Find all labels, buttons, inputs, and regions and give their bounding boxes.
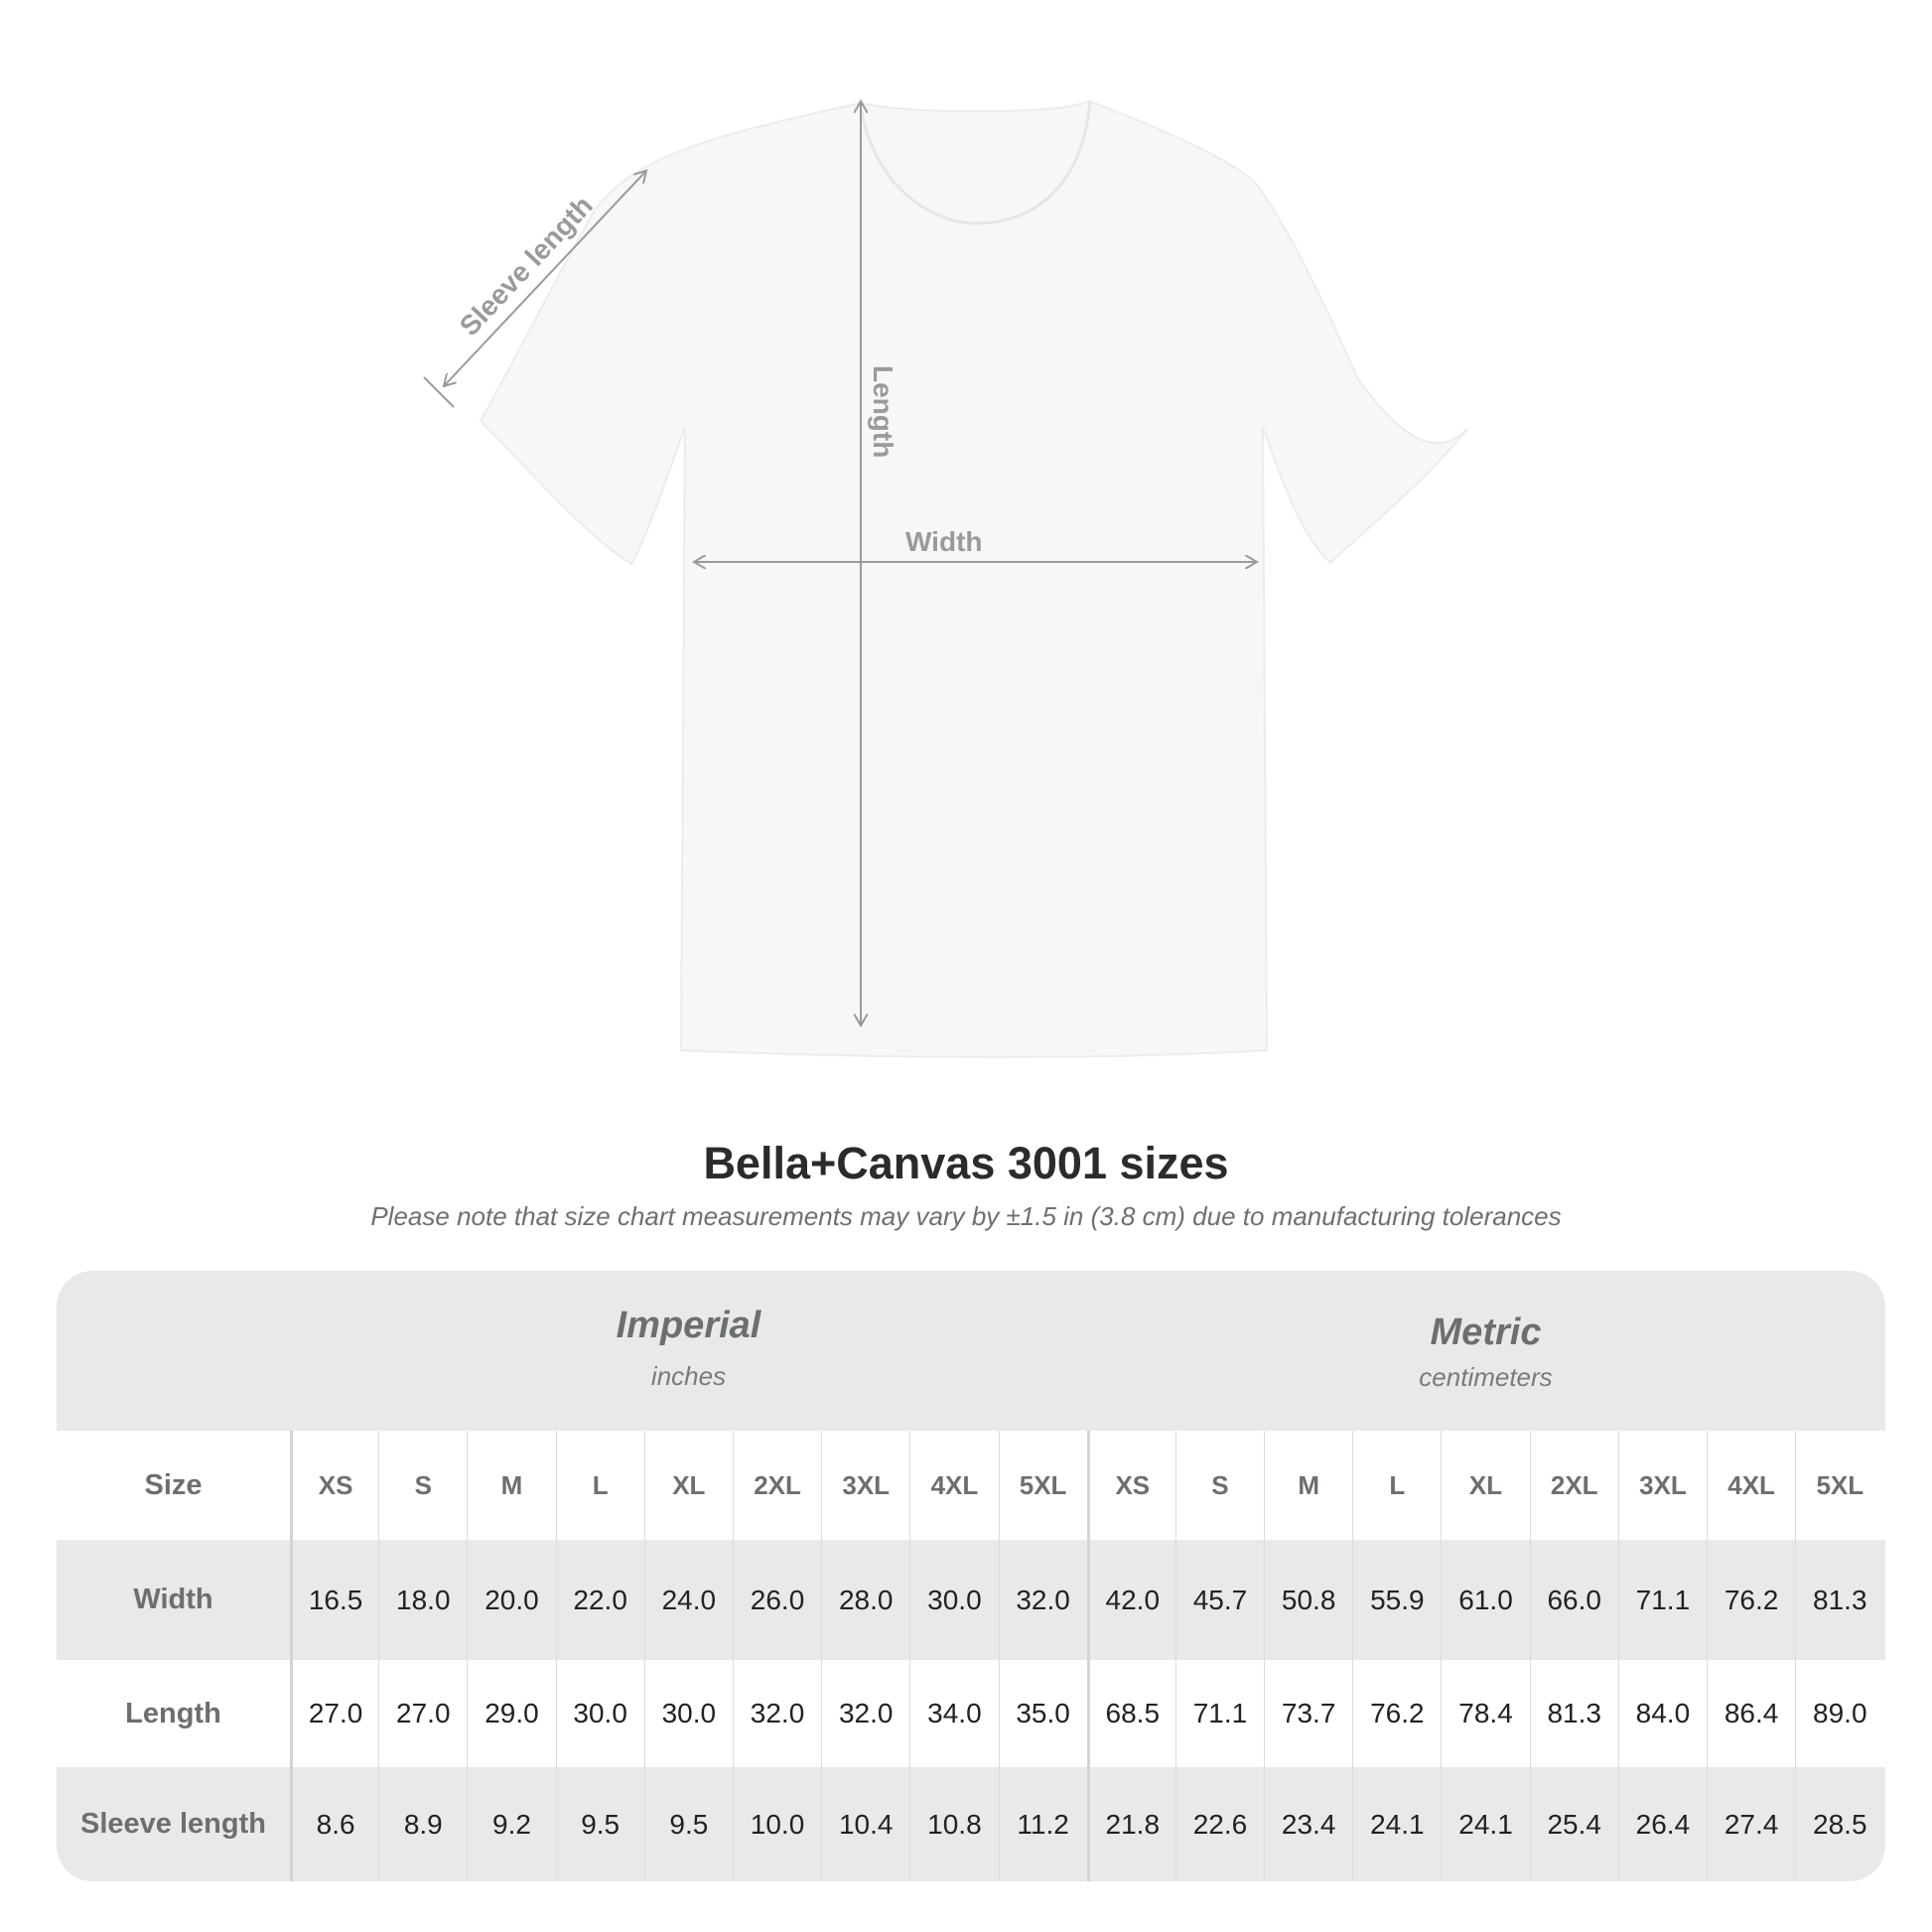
imperial-size-s: S <box>378 1431 467 1540</box>
row-label: Length <box>125 1697 221 1729</box>
table-row-width: Width 16.5 18.0 20.0 22.0 24.0 26.0 28.0 30.0 32.… <box>57 1540 1885 1660</box>
imperial-size-l: L <box>555 1431 644 1540</box>
row-label: Width <box>133 1584 213 1615</box>
metric-value-5xl: 28.5 <box>1795 1767 1883 1881</box>
imperial-value-s: 8.9 <box>378 1767 467 1881</box>
imperial-size-4xl: 4XL <box>909 1431 998 1540</box>
metric-value-2xl: 25.4 <box>1529 1767 1618 1881</box>
imperial-value-l: 30.0 <box>555 1660 644 1767</box>
size-header-row: Size XS S M L XL 2XL 3XL 4XL 5XL XS S M L XL 2XL 3XL 4XL 5… <box>57 1431 1885 1540</box>
size-table: Imperial inches Metric centimeters Size X… <box>57 1271 1885 1881</box>
metric-value-l: 55.9 <box>1352 1540 1441 1660</box>
metric-value-xs: 68.5 <box>1086 1660 1175 1767</box>
tshirt-shape <box>479 99 1468 1058</box>
metric-value-3xl: 84.0 <box>1617 1660 1707 1767</box>
metric-value-xs: 21.8 <box>1086 1767 1175 1881</box>
imperial-value-xs: 27.0 <box>290 1660 378 1767</box>
table-row-length: Length 27.0 27.0 29.0 30.0 30.0 32.0 32.0 34.0 35… <box>57 1660 1885 1767</box>
imperial-size-2xl: 2XL <box>732 1431 821 1540</box>
imperial-value-3xl: 10.4 <box>821 1767 909 1881</box>
metric-value-4xl: 27.4 <box>1707 1767 1795 1881</box>
metric-value-4xl: 86.4 <box>1707 1660 1795 1767</box>
imperial-header: Imperial inches <box>290 1305 1087 1392</box>
imperial-value-xl: 30.0 <box>643 1660 733 1767</box>
metric-value-xl: 24.1 <box>1441 1767 1529 1881</box>
collar <box>858 100 1092 225</box>
metric-value-s: 22.6 <box>1174 1767 1264 1881</box>
imperial-value-5xl: 35.0 <box>998 1660 1087 1767</box>
metric-value-m: 23.4 <box>1264 1767 1352 1881</box>
metric-size-5xl: 5XL <box>1795 1431 1883 1540</box>
sleeve-arrow <box>444 171 646 386</box>
metric-value-xs: 42.0 <box>1086 1540 1175 1660</box>
imperial-value-5xl: 11.2 <box>998 1767 1087 1881</box>
metric-size-2xl: 2XL <box>1529 1431 1618 1540</box>
length-label: Length <box>868 365 898 458</box>
imperial-value-s: 18.0 <box>378 1540 467 1660</box>
metric-size-4xl: 4XL <box>1707 1431 1795 1540</box>
metric-value-5xl: 81.3 <box>1795 1540 1883 1660</box>
metric-size-xs: XS <box>1086 1431 1175 1540</box>
tolerance-note: Please note that size chart measurements… <box>370 1201 1562 1231</box>
metric-value-l: 76.2 <box>1352 1660 1441 1767</box>
imperial-value-m: 29.0 <box>467 1660 555 1767</box>
imperial-value-s: 27.0 <box>378 1660 467 1767</box>
unit-header-band <box>57 1271 1885 1431</box>
imperial-value-3xl: 28.0 <box>821 1540 909 1660</box>
tshirt-diagram: Sleeve length Length Width <box>423 0 1468 1058</box>
metric-value-xl: 61.0 <box>1441 1540 1529 1660</box>
page-title: Bella+Canvas 3001 sizes <box>703 1138 1229 1188</box>
metric-title: Metric <box>1430 1311 1542 1353</box>
metric-size-3xl: 3XL <box>1617 1431 1707 1540</box>
metric-value-2xl: 66.0 <box>1529 1540 1618 1660</box>
imperial-value-3xl: 32.0 <box>821 1660 909 1767</box>
metric-value-3xl: 26.4 <box>1617 1767 1707 1881</box>
metric-value-2xl: 81.3 <box>1529 1660 1618 1767</box>
metric-header: Metric centimeters <box>1087 1311 1884 1393</box>
metric-size-s: S <box>1174 1431 1264 1540</box>
table-row-sleeve-length: Sleeve length 8.6 8.9 9.2 9.5 9.5 10.0 10.4 10.8… <box>57 1767 1885 1881</box>
metric-value-4xl: 76.2 <box>1707 1540 1795 1660</box>
metric-size-m: M <box>1264 1431 1352 1540</box>
imperial-value-4xl: 10.8 <box>909 1767 998 1881</box>
imperial-size-xs: XS <box>290 1431 378 1540</box>
imperial-unit: inches <box>650 1361 727 1391</box>
imperial-value-4xl: 34.0 <box>909 1660 998 1767</box>
imperial-value-xs: 16.5 <box>290 1540 378 1660</box>
imperial-value-m: 20.0 <box>467 1540 555 1660</box>
imperial-size-5xl: 5XL <box>998 1431 1087 1540</box>
imperial-value-2xl: 10.0 <box>732 1767 821 1881</box>
metric-size-xl: XL <box>1441 1431 1529 1540</box>
imperial-title: Imperial <box>616 1305 761 1346</box>
imperial-size-xl: XL <box>643 1431 733 1540</box>
metric-value-m: 73.7 <box>1264 1660 1352 1767</box>
metric-value-5xl: 89.0 <box>1795 1660 1883 1767</box>
imperial-size-m: M <box>467 1431 555 1540</box>
imperial-size-3xl: 3XL <box>821 1431 909 1540</box>
imperial-value-xl: 24.0 <box>643 1540 733 1660</box>
size-label: Size <box>144 1468 203 1501</box>
imperial-value-l: 22.0 <box>555 1540 644 1660</box>
imperial-value-4xl: 30.0 <box>909 1540 998 1660</box>
width-label: Width <box>905 526 983 557</box>
metric-value-s: 45.7 <box>1174 1540 1264 1660</box>
metric-value-m: 50.8 <box>1264 1540 1352 1660</box>
imperial-value-l: 9.5 <box>555 1767 644 1881</box>
metric-value-s: 71.1 <box>1174 1660 1264 1767</box>
metric-value-l: 24.1 <box>1352 1767 1441 1881</box>
metric-value-3xl: 71.1 <box>1617 1540 1707 1660</box>
imperial-value-xl: 9.5 <box>643 1767 733 1881</box>
imperial-value-2xl: 32.0 <box>732 1660 821 1767</box>
imperial-value-xs: 8.6 <box>290 1767 378 1881</box>
row-label: Sleeve length <box>80 1808 266 1840</box>
metric-unit: centimeters <box>1419 1362 1553 1392</box>
metric-value-xl: 78.4 <box>1441 1660 1529 1767</box>
imperial-value-5xl: 32.0 <box>998 1540 1087 1660</box>
metric-size-l: L <box>1352 1431 1441 1540</box>
imperial-value-m: 9.2 <box>467 1767 555 1881</box>
imperial-value-2xl: 26.0 <box>732 1540 821 1660</box>
